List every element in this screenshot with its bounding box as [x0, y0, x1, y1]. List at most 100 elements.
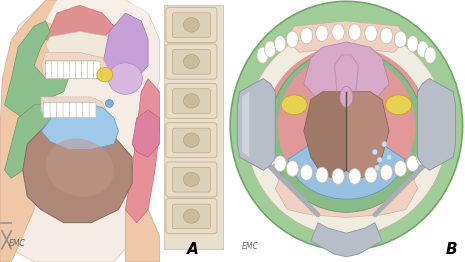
FancyBboxPatch shape — [64, 61, 71, 78]
Polygon shape — [346, 92, 389, 178]
Text: EMC: EMC — [9, 239, 26, 248]
FancyBboxPatch shape — [173, 167, 210, 192]
Ellipse shape — [183, 54, 199, 69]
Polygon shape — [23, 118, 132, 223]
Ellipse shape — [394, 31, 406, 47]
Ellipse shape — [257, 47, 268, 63]
Ellipse shape — [380, 165, 392, 180]
Ellipse shape — [349, 168, 361, 184]
Ellipse shape — [108, 63, 142, 94]
Text: A: A — [187, 242, 199, 257]
FancyBboxPatch shape — [166, 83, 217, 118]
Polygon shape — [46, 0, 148, 52]
Polygon shape — [43, 102, 100, 118]
Ellipse shape — [394, 161, 406, 176]
Ellipse shape — [316, 25, 328, 41]
Ellipse shape — [316, 167, 328, 183]
FancyBboxPatch shape — [166, 199, 217, 234]
FancyBboxPatch shape — [63, 102, 70, 118]
Ellipse shape — [365, 25, 377, 41]
Ellipse shape — [406, 156, 419, 171]
Ellipse shape — [281, 95, 307, 114]
FancyBboxPatch shape — [83, 102, 89, 118]
FancyBboxPatch shape — [58, 61, 65, 78]
FancyBboxPatch shape — [57, 102, 63, 118]
Ellipse shape — [274, 36, 286, 52]
Ellipse shape — [106, 100, 113, 107]
Ellipse shape — [46, 139, 113, 197]
Ellipse shape — [183, 133, 199, 147]
Ellipse shape — [183, 94, 199, 108]
FancyBboxPatch shape — [82, 61, 88, 78]
FancyBboxPatch shape — [166, 7, 217, 42]
Polygon shape — [5, 21, 68, 118]
Polygon shape — [41, 52, 109, 79]
Ellipse shape — [278, 54, 415, 198]
Ellipse shape — [417, 150, 429, 166]
Ellipse shape — [424, 143, 436, 159]
Ellipse shape — [407, 36, 418, 52]
Polygon shape — [41, 97, 107, 121]
Ellipse shape — [286, 31, 299, 47]
FancyBboxPatch shape — [166, 44, 217, 79]
Polygon shape — [102, 13, 148, 84]
Ellipse shape — [332, 168, 344, 184]
Ellipse shape — [349, 24, 361, 40]
Ellipse shape — [375, 165, 380, 171]
Ellipse shape — [183, 172, 199, 187]
FancyBboxPatch shape — [52, 61, 59, 78]
FancyBboxPatch shape — [166, 123, 217, 158]
Ellipse shape — [246, 26, 447, 236]
FancyBboxPatch shape — [70, 102, 76, 118]
Ellipse shape — [372, 149, 378, 155]
Ellipse shape — [183, 18, 199, 32]
FancyBboxPatch shape — [50, 102, 57, 118]
Ellipse shape — [382, 141, 387, 147]
Polygon shape — [126, 196, 159, 262]
FancyBboxPatch shape — [76, 61, 82, 78]
FancyBboxPatch shape — [70, 61, 76, 78]
Text: EMC: EMC — [242, 242, 259, 251]
FancyBboxPatch shape — [173, 13, 210, 37]
Polygon shape — [46, 5, 114, 47]
FancyBboxPatch shape — [88, 61, 94, 78]
Ellipse shape — [97, 67, 113, 82]
Ellipse shape — [377, 157, 382, 163]
Polygon shape — [304, 42, 389, 105]
Polygon shape — [0, 0, 80, 262]
FancyBboxPatch shape — [166, 162, 217, 197]
Text: B: B — [446, 242, 458, 257]
Polygon shape — [46, 60, 102, 79]
Polygon shape — [46, 31, 119, 58]
Polygon shape — [237, 79, 275, 170]
Ellipse shape — [230, 1, 463, 250]
Ellipse shape — [380, 28, 392, 44]
Polygon shape — [171, 13, 216, 236]
FancyBboxPatch shape — [46, 61, 53, 78]
Ellipse shape — [300, 28, 312, 44]
FancyBboxPatch shape — [173, 128, 210, 153]
Ellipse shape — [264, 150, 276, 166]
Ellipse shape — [183, 209, 199, 223]
FancyBboxPatch shape — [76, 102, 83, 118]
Ellipse shape — [274, 156, 286, 171]
Polygon shape — [41, 105, 119, 149]
Polygon shape — [275, 176, 418, 217]
Ellipse shape — [286, 161, 299, 176]
Ellipse shape — [332, 24, 344, 40]
Polygon shape — [132, 110, 159, 157]
Ellipse shape — [265, 41, 276, 57]
Ellipse shape — [417, 41, 428, 57]
FancyBboxPatch shape — [173, 89, 210, 113]
Polygon shape — [2, 0, 159, 262]
Ellipse shape — [365, 167, 377, 183]
FancyBboxPatch shape — [93, 61, 100, 78]
Polygon shape — [304, 92, 346, 178]
Polygon shape — [311, 223, 382, 257]
Polygon shape — [164, 5, 223, 249]
Polygon shape — [418, 79, 456, 170]
Polygon shape — [126, 79, 159, 223]
Ellipse shape — [257, 143, 269, 159]
Polygon shape — [242, 92, 249, 157]
Ellipse shape — [300, 165, 312, 180]
